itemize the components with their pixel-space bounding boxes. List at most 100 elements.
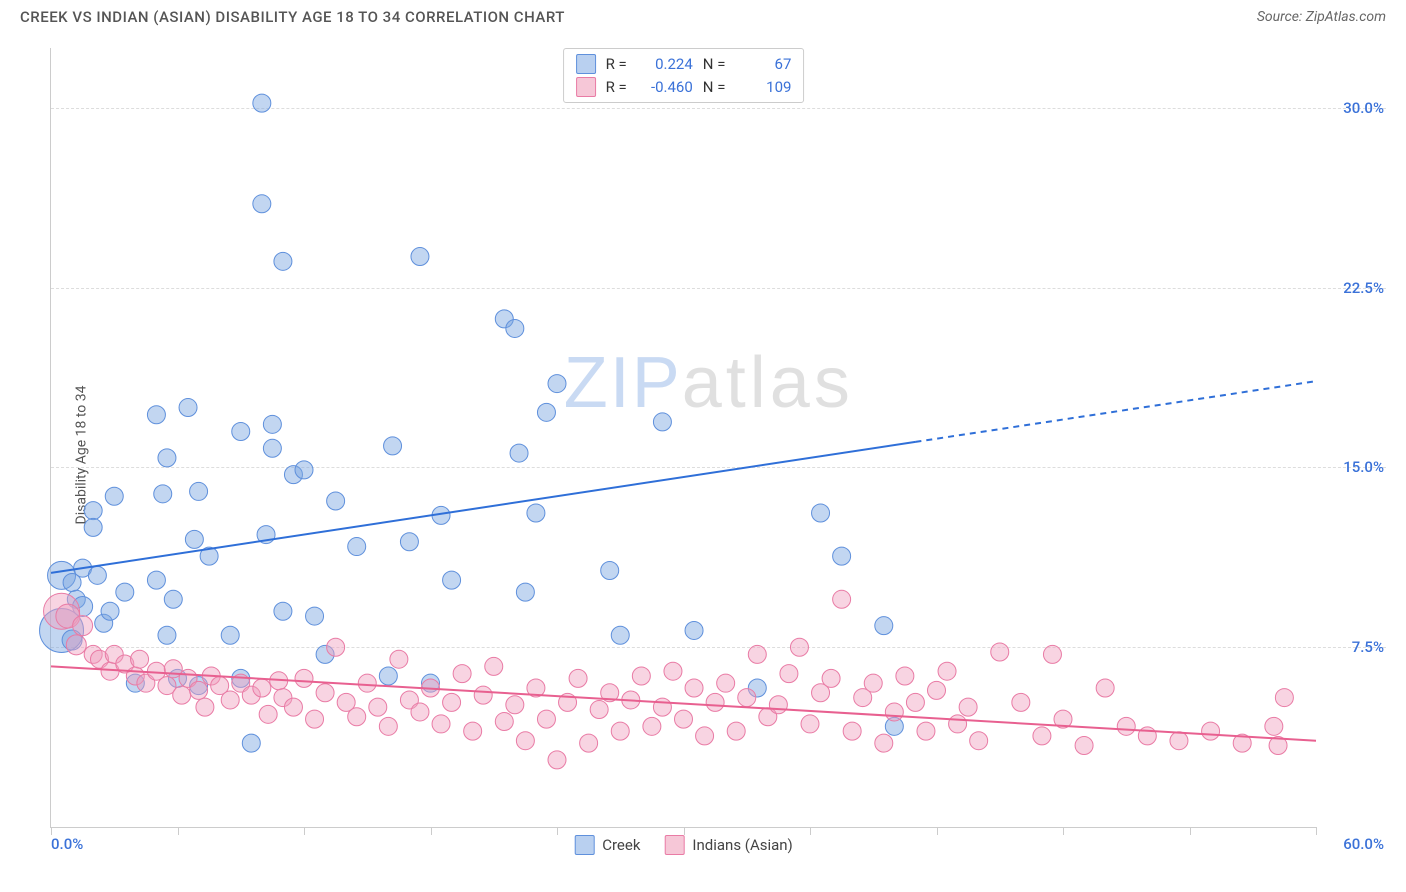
data-point [316,684,334,702]
series-legend: Creek Indians (Asian) [574,835,793,855]
data-point [158,449,176,467]
data-point [221,626,239,644]
stats-legend-row-0: R = 0.224 N = 67 [576,53,792,76]
data-point [327,638,345,656]
x-tick [937,827,938,835]
stats-r-value-0: 0.224 [637,53,693,76]
data-point [664,662,682,680]
chart-header: CREEK VS INDIAN (ASIAN) DISABILITY AGE 1… [0,0,1406,30]
x-tick [1316,827,1317,835]
trendline-dashed [915,381,1316,442]
series-legend-item-0: Creek [574,835,640,855]
plot-svg [51,48,1316,827]
data-point [379,717,397,735]
series-label-0: Creek [602,836,640,854]
data-point [295,461,313,479]
data-point [253,94,271,112]
data-point [154,485,172,503]
data-point [738,689,756,707]
series-swatch-0 [574,835,594,855]
data-point [464,722,482,740]
x-tick [431,827,432,835]
y-tick-label: 22.5% [1324,279,1384,297]
x-end-label: 60.0% [1343,835,1384,853]
data-point [327,492,345,510]
data-point [1096,679,1114,697]
data-point [263,415,281,433]
data-point [896,667,914,685]
data-point [822,669,840,687]
data-point [196,698,214,716]
x-tick [178,827,179,835]
data-point [632,667,650,685]
series-legend-item-1: Indians (Asian) [664,835,792,855]
data-point [147,406,165,424]
data-point [938,662,956,680]
data-point [506,319,524,337]
x-tick [304,827,305,835]
data-point [727,722,745,740]
data-point [833,590,851,608]
x-tick [557,827,558,835]
data-point [190,482,208,500]
data-point [843,722,861,740]
data-point [158,626,176,644]
x-tick [1063,827,1064,835]
stats-r-value-1: -0.460 [637,76,693,99]
data-point [1170,732,1188,750]
data-point [1033,727,1051,745]
data-point [173,686,191,704]
data-point [548,751,566,769]
data-point [580,734,598,752]
data-point [991,643,1009,661]
data-point [185,530,203,548]
data-point [348,708,366,726]
data-point [833,547,851,565]
x-tick [810,827,811,835]
series-label-1: Indians (Asian) [692,836,792,854]
data-point [601,562,619,580]
data-point [748,645,766,663]
trendline-solid [51,442,915,573]
data-point [885,703,903,721]
data-point [864,674,882,692]
data-point [790,638,808,656]
data-point [453,665,471,683]
data-point [590,701,608,719]
data-point [1043,645,1061,663]
data-point [306,607,324,625]
chart-source: Source: ZipAtlas.com [1257,9,1386,25]
data-point [221,691,239,709]
data-point [1275,689,1293,707]
stats-r-label-1: R = [606,76,627,99]
stats-n-value-0: 67 [735,53,791,76]
data-point [812,504,830,522]
data-point [400,533,418,551]
stats-swatch-1 [576,77,596,97]
data-point [131,650,149,668]
data-point [242,734,260,752]
data-point [537,710,555,728]
data-point [537,403,555,421]
chart-title: CREEK VS INDIAN (ASIAN) DISABILITY AGE 1… [20,8,565,26]
stats-n-label-0: N = [703,53,726,76]
data-point [66,635,86,655]
data-point [706,693,724,711]
data-point [259,705,277,723]
data-point [1265,717,1283,735]
data-point [179,399,197,417]
x-tick [1190,827,1191,835]
data-point [253,679,271,697]
data-point [101,602,119,620]
data-point [358,674,376,692]
data-point [801,715,819,733]
data-point [485,657,503,675]
data-point [284,698,302,716]
data-point [443,693,461,711]
data-point [696,727,714,745]
data-point [253,195,271,213]
data-point [411,703,429,721]
y-tick-label: 30.0% [1324,99,1384,117]
data-point [295,669,313,687]
x-tick [51,827,52,835]
